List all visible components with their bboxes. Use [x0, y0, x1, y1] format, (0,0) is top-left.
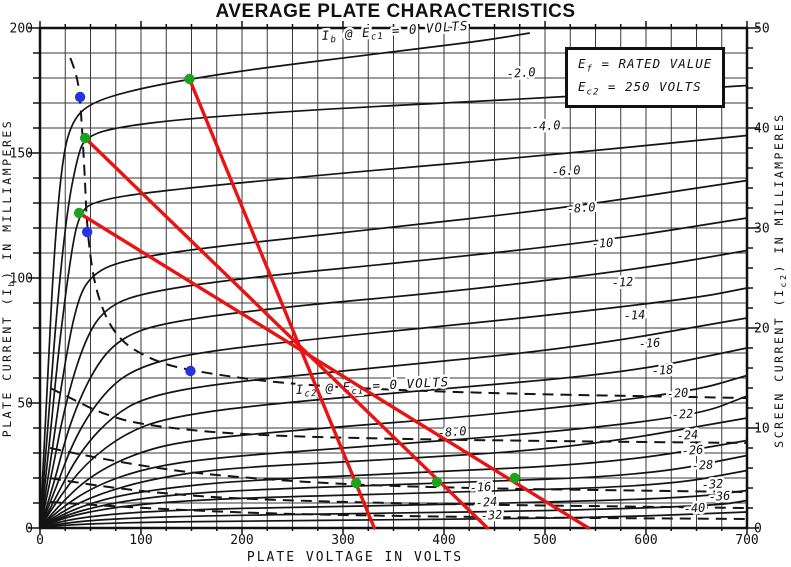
y-right-tick-label: 40	[754, 122, 770, 137]
solid-curve-Ib-at-Ec1--18	[39, 374, 748, 529]
x-tick-label: 0	[36, 533, 44, 548]
curve-label--12: -12	[611, 275, 634, 290]
solid-curve-Ib-at-Ec1--4.0	[39, 134, 748, 529]
x-tick-label: 700	[735, 533, 758, 548]
chart-title: AVERAGE PLATE CHARACTERISTICS	[215, 1, 576, 22]
green-marker-dot	[73, 207, 85, 219]
blue-marker-dot	[185, 365, 196, 377]
solid-curve-Ib-at-Ec1--10	[39, 249, 748, 529]
y-left-tick-label: 200	[10, 22, 33, 37]
x-tick-label: 300	[331, 533, 354, 548]
legend-box: Ef = RATED VALUE Ec2 = 250 VOLTS	[565, 47, 726, 108]
y-right-tick-label: 20	[754, 322, 770, 337]
curve-label--10: -10	[591, 236, 614, 251]
y-left-tick-label: 150	[10, 147, 33, 162]
curve-label--16: -16	[469, 480, 492, 495]
y-right-tick-label: 10	[754, 422, 770, 437]
curve-label--6.0: -6.0	[551, 163, 581, 179]
green-marker-dot	[509, 472, 520, 484]
curve-label--36: -36	[708, 489, 731, 504]
legend-line-ef: Ef = RATED VALUE	[578, 56, 713, 75]
solid-curve-Ib-at-Ec1--16	[39, 347, 748, 529]
solid-curve-Ib-at-Ec1--20	[39, 395, 748, 529]
load-line-shallow	[77, 211, 591, 530]
x-tick-label: 500	[533, 533, 556, 548]
load-line-steep	[187, 77, 377, 530]
y-right-tick-label: 30	[754, 222, 770, 237]
curve-label--32: -32	[701, 477, 724, 492]
solid-curve-Ib-at-Ec1--26	[39, 454, 748, 529]
y-left-tick-label: 100	[10, 272, 33, 287]
solid-curve-Ib-at-Ec1--8.0	[39, 217, 748, 529]
solid-curve-Ib-at-Ec1--28	[39, 469, 748, 529]
curve-label--14: -14	[623, 308, 646, 323]
curve-label--2.0: -2.0	[506, 65, 536, 81]
y-right-axis-label: SCREEN CURRENT (Ic2) IN MILLIAMPERES	[772, 112, 788, 447]
curve-label--28: -28	[691, 458, 714, 473]
blue-marker-dot	[74, 91, 86, 103]
solid-curve-Ib-at-Ec1--2.0	[39, 84, 748, 529]
solid-curve-Ib-at-Ec1--36	[39, 499, 748, 529]
curve-label--22: -22	[671, 407, 694, 422]
blue-marker-dot	[81, 226, 93, 238]
solid-curve-Ib-at-Ec1--22	[39, 417, 748, 529]
x-tick-label: 200	[230, 533, 253, 548]
y-left-tick-label: 50	[17, 397, 33, 412]
solid-curve-Ib-at-Ec1--14	[39, 317, 748, 529]
green-marker-dot	[79, 132, 91, 144]
y-right-tick-label: 0	[754, 522, 762, 537]
solid-curve-Ib-at-Ec1--32	[39, 489, 748, 529]
curve-label--8.0: -8.0	[566, 200, 596, 216]
ib-family-label: Ib @ Ec1 = 0 VOLTS	[321, 18, 469, 46]
green-marker-dot	[431, 476, 443, 488]
x-tick-label: 600	[634, 533, 657, 548]
load-line-middle	[83, 136, 490, 530]
dashed-curve-Ic2-at-Ec1--16	[49, 447, 748, 493]
green-marker-dot	[350, 477, 362, 489]
curve-label--32: -32	[480, 508, 503, 523]
solid-curve-Ib-at-Ec1--12	[39, 287, 748, 529]
curve-label--40: -40	[683, 501, 706, 516]
x-axis-label: PLATE VOLTAGE IN VOLTS	[247, 550, 463, 565]
curve-label--20: -20	[666, 386, 689, 401]
dashed-curve-Ic2-at-Ec1-0	[69, 57, 748, 399]
green-marker-dot	[184, 73, 195, 85]
curve-label--24: -24	[475, 495, 498, 510]
plot-border	[38, 26, 749, 530]
curve-label--26: -26	[681, 443, 704, 458]
x-tick-label: 400	[432, 533, 455, 548]
curve-label--18: -18	[651, 363, 674, 378]
solid-curve-Ib-at-Ec1--40	[39, 511, 748, 529]
solid-curve-Ib-at-Ec1--24	[39, 439, 748, 529]
y-left-axis-label: PLATE CURRENT (Ib) IN MILLIAMPERES	[0, 119, 16, 437]
y-right-tick-label: 50	[754, 22, 770, 37]
x-tick-label: 100	[129, 533, 152, 548]
solid-curve-Ib-at-Ec1--6.0	[39, 179, 748, 529]
axis-ticks	[28, 21, 759, 534]
curve-label--16: -16	[638, 336, 661, 351]
solid-curve-Ib-at-Ec1-0	[39, 32, 530, 529]
y-left-tick-label: 0	[25, 522, 33, 537]
curve-label--24: -24	[676, 428, 699, 443]
legend-line-ec2: Ec2 = 250 VOLTS	[578, 79, 702, 98]
curve-label--4.0: -4.0	[531, 118, 561, 134]
